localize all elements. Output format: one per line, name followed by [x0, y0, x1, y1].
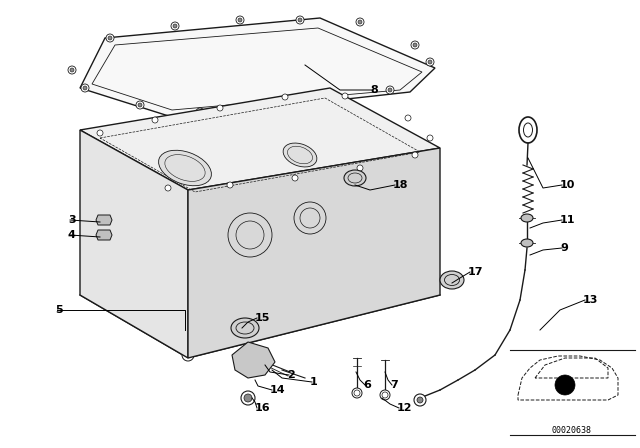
Circle shape	[97, 130, 103, 136]
Circle shape	[165, 185, 171, 191]
Circle shape	[356, 18, 364, 26]
Circle shape	[171, 22, 179, 30]
Circle shape	[388, 88, 392, 92]
Circle shape	[326, 101, 334, 109]
Text: 4: 4	[68, 230, 76, 240]
Circle shape	[292, 175, 298, 181]
Circle shape	[352, 388, 362, 398]
Polygon shape	[80, 18, 435, 118]
Circle shape	[227, 182, 233, 188]
Text: 12: 12	[397, 403, 413, 413]
Polygon shape	[232, 342, 275, 378]
Circle shape	[136, 101, 144, 109]
Circle shape	[81, 84, 89, 92]
Polygon shape	[188, 148, 440, 358]
Circle shape	[555, 375, 575, 395]
Circle shape	[261, 106, 269, 114]
Ellipse shape	[283, 143, 317, 167]
Text: 7: 7	[390, 380, 397, 390]
Circle shape	[413, 43, 417, 47]
Text: 1: 1	[310, 377, 317, 387]
Circle shape	[70, 68, 74, 72]
Circle shape	[414, 394, 426, 406]
Circle shape	[428, 60, 432, 64]
Circle shape	[68, 66, 76, 74]
Circle shape	[298, 18, 302, 22]
Circle shape	[173, 24, 177, 28]
Circle shape	[427, 135, 433, 141]
Circle shape	[380, 390, 390, 400]
Circle shape	[217, 105, 223, 111]
Circle shape	[238, 18, 242, 22]
Text: 5: 5	[55, 305, 63, 315]
Circle shape	[244, 394, 252, 402]
Circle shape	[106, 34, 114, 42]
Text: 16: 16	[255, 403, 271, 413]
Text: 9: 9	[560, 243, 568, 253]
Circle shape	[342, 93, 348, 99]
Text: 6: 6	[363, 380, 371, 390]
Circle shape	[426, 58, 434, 66]
Circle shape	[196, 108, 204, 116]
Text: 8: 8	[370, 85, 378, 95]
Circle shape	[236, 16, 244, 24]
Circle shape	[108, 36, 112, 40]
Text: 14: 14	[270, 385, 285, 395]
Text: 11: 11	[560, 215, 575, 225]
Polygon shape	[96, 230, 112, 240]
Text: 15: 15	[255, 313, 270, 323]
Circle shape	[294, 202, 326, 234]
Ellipse shape	[521, 214, 533, 222]
Polygon shape	[80, 130, 188, 358]
Circle shape	[328, 103, 332, 107]
Circle shape	[358, 20, 362, 24]
Text: 3: 3	[68, 215, 76, 225]
Circle shape	[138, 103, 142, 107]
Circle shape	[412, 152, 418, 158]
Ellipse shape	[440, 271, 464, 289]
Circle shape	[182, 349, 194, 361]
Ellipse shape	[159, 150, 211, 186]
Circle shape	[357, 165, 363, 171]
Text: 10: 10	[560, 180, 575, 190]
Text: 18: 18	[393, 180, 408, 190]
Ellipse shape	[344, 170, 366, 186]
Circle shape	[152, 117, 158, 123]
Circle shape	[417, 397, 423, 403]
Polygon shape	[96, 215, 112, 225]
Circle shape	[296, 16, 304, 24]
Text: 13: 13	[583, 295, 598, 305]
Polygon shape	[80, 88, 440, 190]
Ellipse shape	[231, 318, 259, 338]
Text: 17: 17	[468, 267, 483, 277]
Text: 00020638: 00020638	[552, 426, 592, 435]
Circle shape	[241, 391, 255, 405]
Circle shape	[282, 94, 288, 100]
Circle shape	[386, 86, 394, 94]
Circle shape	[83, 86, 87, 90]
Circle shape	[411, 41, 419, 49]
Circle shape	[405, 115, 411, 121]
Text: 2: 2	[287, 370, 295, 380]
Circle shape	[263, 108, 267, 112]
Circle shape	[228, 213, 272, 257]
Ellipse shape	[521, 239, 533, 247]
Circle shape	[198, 110, 202, 114]
